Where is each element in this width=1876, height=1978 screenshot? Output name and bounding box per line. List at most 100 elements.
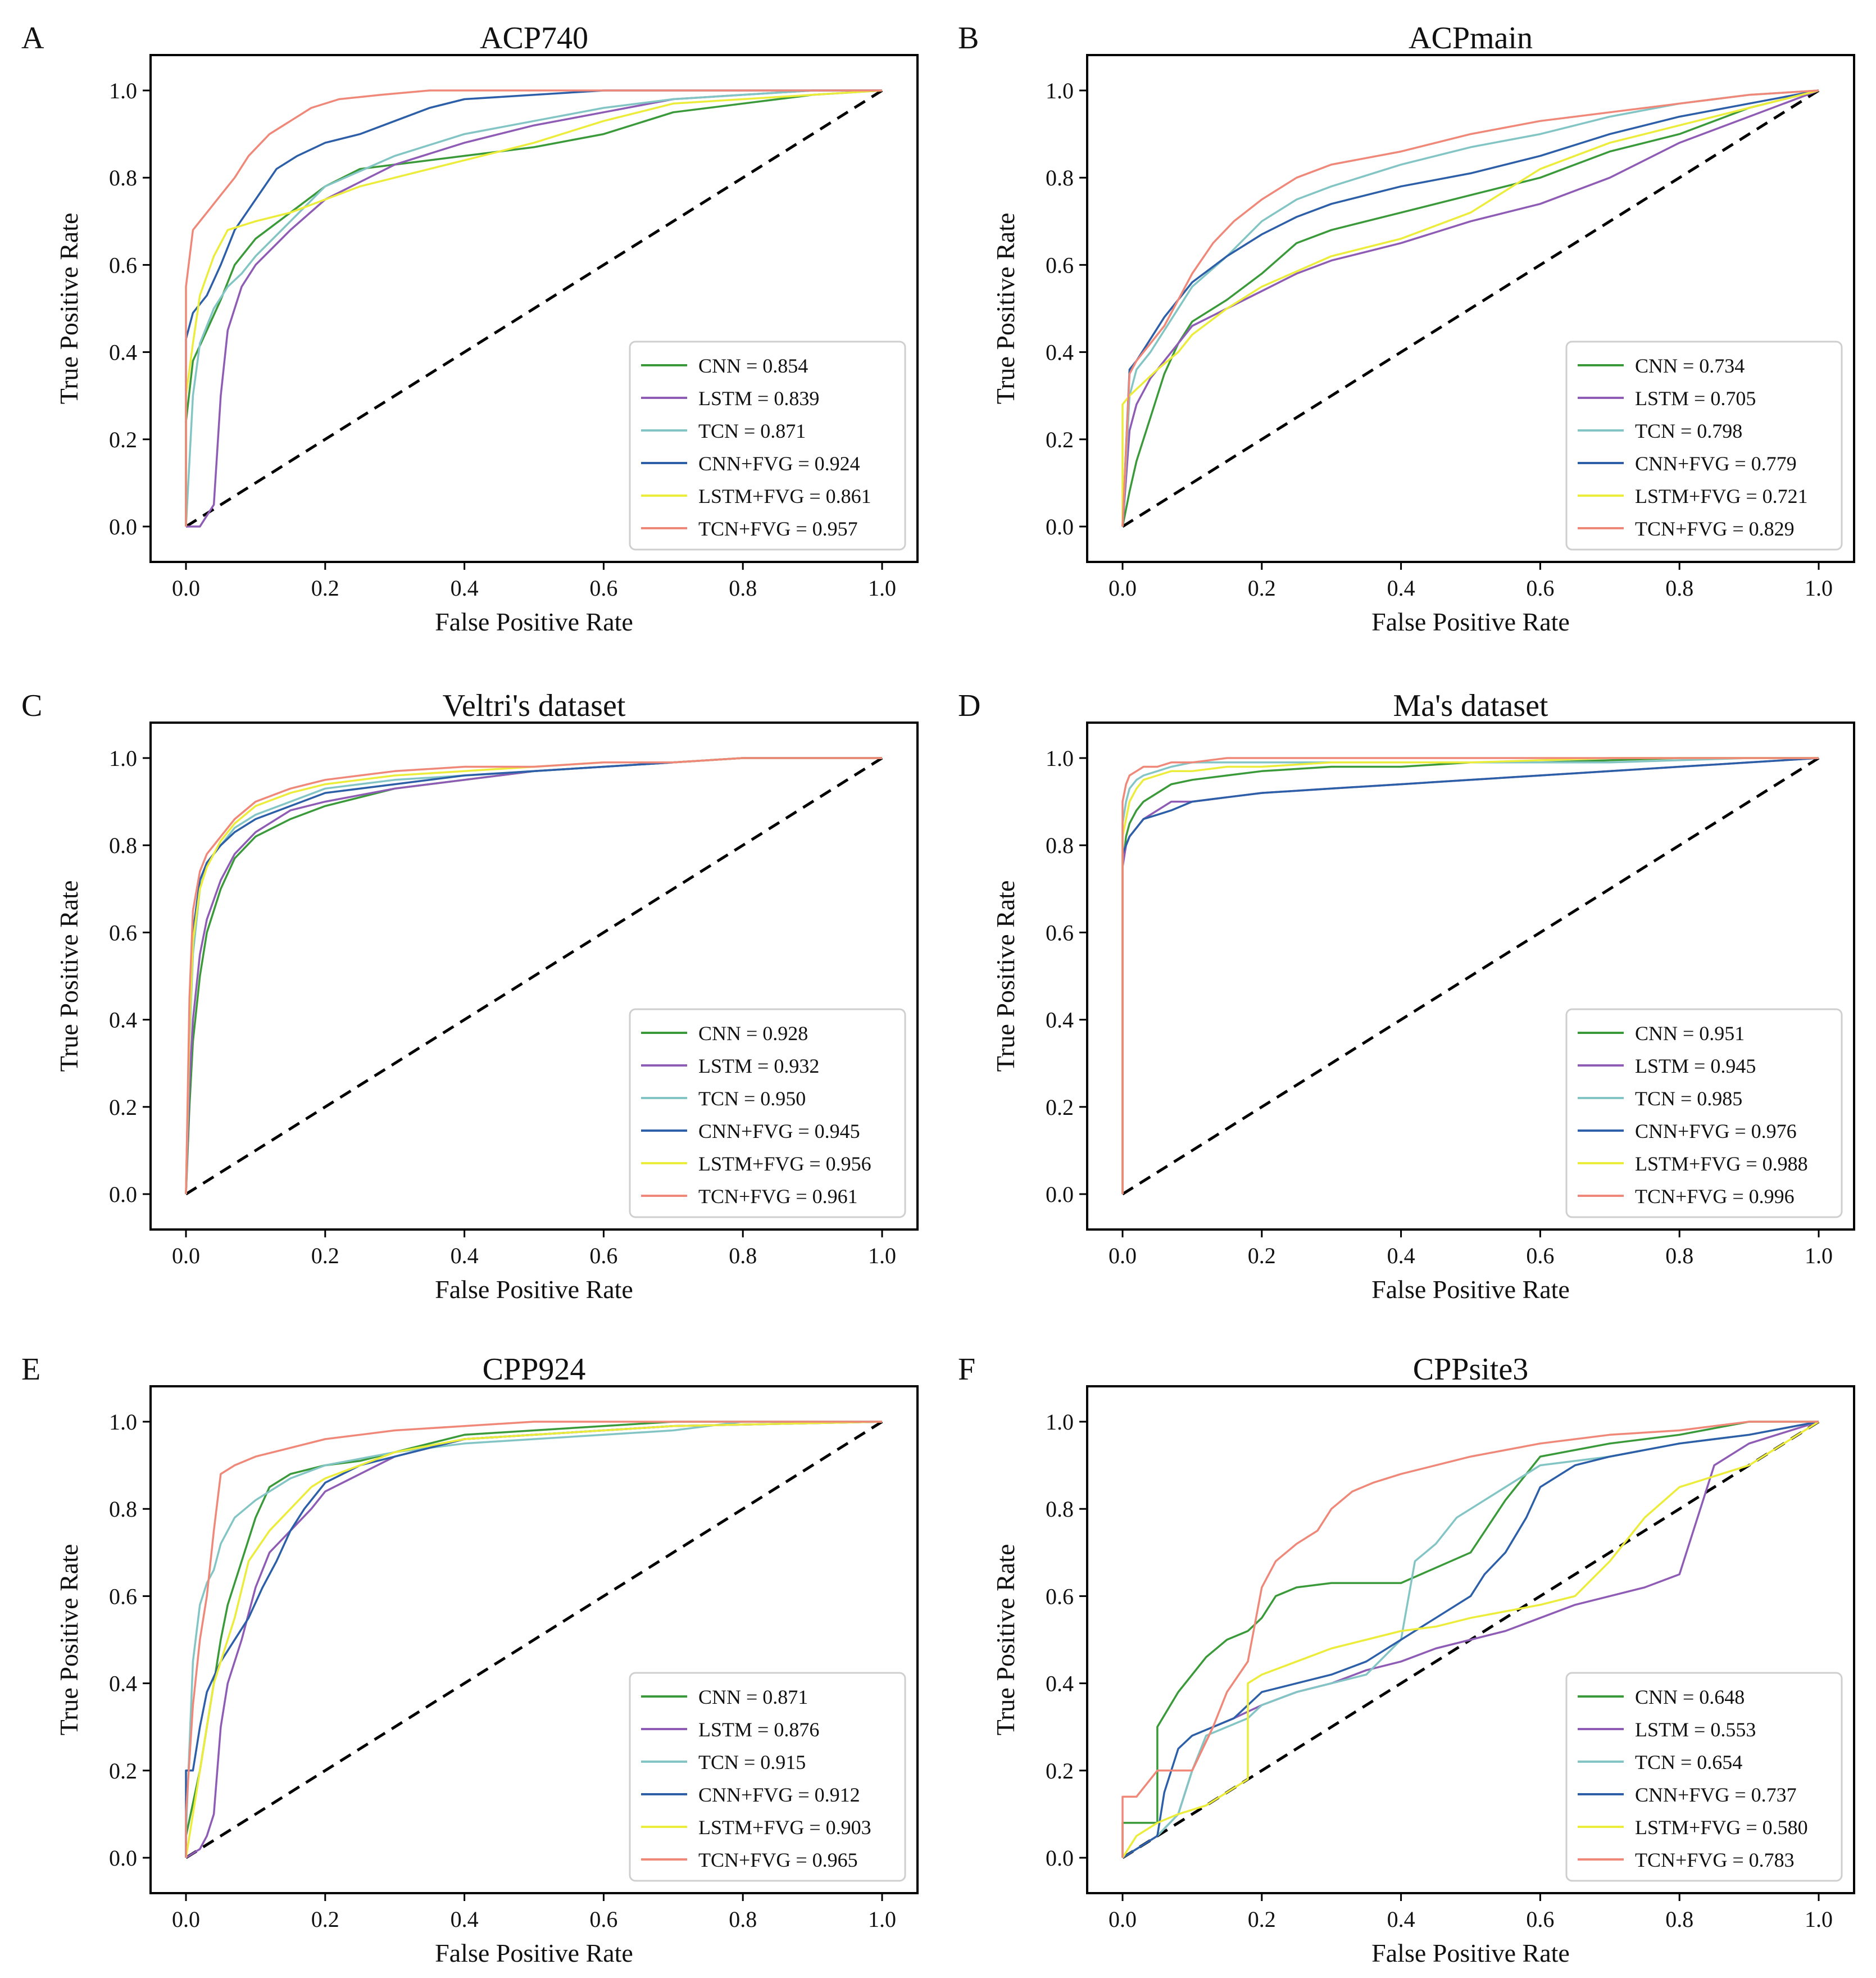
- x-tick-label: 0.8: [1665, 1243, 1693, 1268]
- legend-entry: LSTM = 0.705: [1635, 387, 1756, 410]
- panel-letter: E: [21, 1352, 40, 1387]
- legend-entry: TCN = 0.798: [1635, 420, 1742, 442]
- x-tick-label: 0.4: [1387, 1907, 1415, 1932]
- legend-entry: TCN = 0.871: [698, 420, 806, 442]
- y-tick-label: 1.0: [1046, 1409, 1074, 1435]
- y-tick-label: 0.4: [109, 340, 137, 365]
- axes-frame: [1086, 722, 1855, 1231]
- legend-box: [1565, 341, 1843, 551]
- y-tick-label: 0.2: [1046, 1095, 1074, 1120]
- roc-curve-cnn: [185, 89, 883, 527]
- legend-entry: LSTM+FVG = 0.721: [1635, 485, 1808, 507]
- legend-entry: LSTM+FVG = 0.988: [1635, 1153, 1808, 1175]
- x-tick-label: 0.0: [172, 1243, 200, 1268]
- y-tick-label: 0.0: [1046, 1182, 1074, 1207]
- x-tick-label: 0.8: [1665, 1907, 1693, 1932]
- legend-entry: TCN+FVG = 0.961: [698, 1185, 858, 1208]
- legend: CNN = 0.734 LSTM = 0.705 TCN = 0.798 CNN+FV…: [1565, 341, 1843, 551]
- legend-entry: TCN+FVG = 0.829: [1635, 518, 1795, 540]
- y-tick-label: 0.6: [109, 1584, 137, 1609]
- chart-title: Veltri's dataset: [443, 688, 626, 723]
- x-tick-label: 0.6: [1526, 1243, 1554, 1268]
- legend-entry: TCN = 0.915: [698, 1751, 806, 1773]
- roc-curve-lstm-fvg: [1121, 1421, 1819, 1858]
- y-tick-label: 1.0: [109, 1409, 137, 1435]
- x-tick-label: 1.0: [868, 1243, 896, 1268]
- y-tick-label: 0.4: [1046, 1008, 1074, 1033]
- y-tick-label: 0.4: [109, 1671, 137, 1696]
- panel-a: A ACP740 0.0 0.2 0.4 0.6 0.8 1.0 0.0 0.2 0.4 0.6 0.8…: [21, 21, 919, 636]
- y-tick-label: 0.8: [109, 165, 137, 190]
- x-tick-label: 0.0: [1109, 1907, 1137, 1932]
- x-tick-label: 0.8: [1665, 575, 1693, 601]
- roc-curve-tcn: [185, 1421, 882, 1858]
- legend-entry: CNN+FVG = 0.976: [1635, 1120, 1797, 1142]
- legend-box: [629, 1672, 906, 1882]
- legend: CNN = 0.854 LSTM = 0.839 TCN = 0.871 CNN+FV…: [629, 341, 906, 551]
- legend-box: [629, 341, 906, 551]
- y-tick-label: 0.6: [109, 920, 137, 945]
- chance-diagonal-line: [185, 1420, 883, 1859]
- y-tick-label: 0.8: [1046, 1496, 1074, 1522]
- legend-box: [1565, 1672, 1843, 1882]
- legend-entry: TCN+FVG = 0.996: [1635, 1185, 1795, 1208]
- panel-b: B ACPmain 0.0 0.2 0.4 0.6 0.8 1.0 0.0 0.2 0.4 0.6 0.…: [958, 21, 1855, 636]
- chart-title: ACP740: [480, 21, 588, 56]
- y-axis-label: True Positive Rate: [991, 1544, 1020, 1736]
- y-tick-label: 0.8: [109, 833, 137, 858]
- roc-curve-tcn-fvg: [1121, 757, 1819, 1194]
- x-tick-label: 0.0: [172, 1907, 200, 1932]
- legend-entry: CNN = 0.854: [698, 355, 808, 377]
- x-tick-label: 0.8: [729, 1243, 757, 1268]
- legend-entry: TCN+FVG = 0.783: [1635, 1849, 1795, 1871]
- axes-frame: [149, 54, 919, 563]
- x-tick-label: 1.0: [1805, 1243, 1833, 1268]
- x-tick-label: 0.4: [451, 1243, 479, 1268]
- roc-curve-tcn-fvg: [1121, 1421, 1819, 1858]
- x-tick-label: 0.6: [1526, 575, 1554, 601]
- legend-box: [1565, 1008, 1843, 1218]
- roc-curve-tcn: [185, 89, 882, 527]
- x-axis-label: False Positive Rate: [1371, 607, 1570, 636]
- legend-entry: TCN = 0.985: [1635, 1087, 1742, 1110]
- roc-curve-lstm-fvg: [1121, 89, 1819, 527]
- legend-entry: LSTM = 0.553: [1635, 1718, 1756, 1741]
- x-tick-label: 0.8: [729, 1907, 757, 1932]
- roc-curve-tcn: [1121, 757, 1819, 1194]
- legend-entry: TCN = 0.654: [1635, 1751, 1742, 1773]
- panel-letter: D: [958, 688, 980, 723]
- x-tick-label: 1.0: [868, 575, 896, 601]
- y-tick-label: 0.2: [1046, 427, 1074, 452]
- y-tick-label: 1.0: [1046, 746, 1074, 771]
- x-tick-label: 0.2: [1248, 575, 1276, 601]
- panel-d: D Ma's dataset 0.0 0.2 0.4 0.6 0.8 1.0 0.0 0.2 0.4…: [958, 688, 1855, 1304]
- chance-diagonal-line: [185, 89, 883, 528]
- roc-curve-lstm-fvg: [1121, 757, 1819, 1194]
- roc-curve-cnn-fvg: [1121, 89, 1819, 527]
- x-axis-label: False Positive Rate: [435, 1939, 633, 1967]
- x-tick-label: 0.0: [172, 575, 200, 601]
- legend-entry: CNN = 0.648: [1635, 1686, 1745, 1708]
- x-tick-label: 0.0: [1109, 575, 1137, 601]
- x-tick-label: 1.0: [868, 1907, 896, 1932]
- y-tick-label: 0.2: [109, 1095, 137, 1120]
- legend: CNN = 0.951 LSTM = 0.945 TCN = 0.985 CNN+FV…: [1565, 1008, 1843, 1218]
- legend-entry: CNN+FVG = 0.737: [1635, 1784, 1797, 1806]
- legend-entry: CNN = 0.951: [1635, 1022, 1745, 1045]
- y-axis-label: True Positive Rate: [991, 881, 1020, 1072]
- x-tick-label: 1.0: [1805, 1907, 1833, 1932]
- roc-curve-tcn-fvg: [185, 89, 882, 527]
- x-tick-label: 0.6: [1526, 1907, 1554, 1932]
- x-axis-label: False Positive Rate: [1371, 1275, 1570, 1304]
- legend-entry: LSTM+FVG = 0.956: [698, 1153, 871, 1175]
- legend-entry: LSTM+FVG = 0.861: [698, 485, 871, 507]
- x-tick-label: 0.6: [589, 575, 617, 601]
- legend: CNN = 0.648 LSTM = 0.553 TCN = 0.654 CNN+FV…: [1565, 1672, 1843, 1882]
- y-tick-label: 1.0: [1046, 78, 1074, 103]
- x-tick-label: 0.2: [311, 1243, 339, 1268]
- y-axis-label: True Positive Rate: [54, 881, 83, 1072]
- chart-title: CPP924: [483, 1352, 586, 1387]
- legend-entry: LSTM+FVG = 0.580: [1635, 1816, 1808, 1839]
- legend-entry: CNN = 0.871: [698, 1686, 808, 1708]
- y-tick-label: 0.6: [1046, 1584, 1074, 1609]
